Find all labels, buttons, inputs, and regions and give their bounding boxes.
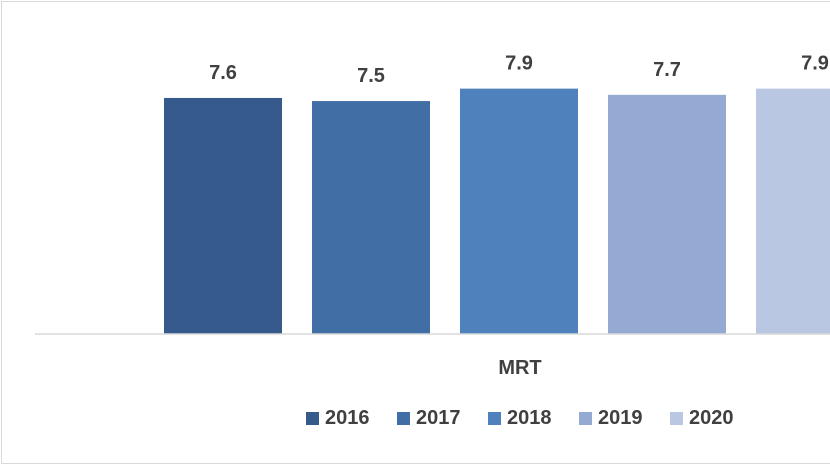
- legend-item-2017: 2017: [397, 407, 461, 429]
- legend: 2016 2017 2018 2019 2020: [306, 407, 734, 429]
- bar-2018: [460, 88, 578, 335]
- data-label-2018: 7.9: [505, 53, 533, 75]
- bar-2020: [756, 88, 830, 335]
- legend-swatch-2020: [670, 412, 683, 425]
- legend-label-2019: 2019: [598, 407, 643, 429]
- legend-label-2018: 2018: [507, 407, 552, 429]
- legend-swatch-2018: [488, 412, 501, 425]
- data-label-2016: 7.6: [209, 62, 237, 84]
- legend-item-2016: 2016: [306, 407, 370, 429]
- bar-2016: [164, 97, 282, 334]
- legend-swatch-2019: [579, 412, 592, 425]
- legend-label-2020: 2020: [689, 407, 734, 429]
- data-label-2020: 7.9: [801, 53, 829, 75]
- category-label-mrt: MRT: [498, 357, 541, 379]
- category-labels-group: MRT: [498, 357, 541, 379]
- bars-group: [164, 88, 830, 335]
- bar-2017: [312, 101, 430, 334]
- legend-label-2017: 2017: [416, 407, 461, 429]
- legend-swatch-2017: [397, 412, 410, 425]
- legend-label-2016: 2016: [325, 407, 370, 429]
- bar-2019: [608, 94, 726, 334]
- legend-item-2018: 2018: [488, 407, 552, 429]
- legend-swatch-2016: [306, 412, 319, 425]
- data-label-2017: 7.5: [357, 65, 385, 87]
- legend-item-2019: 2019: [579, 407, 643, 429]
- data-label-2019: 7.7: [653, 59, 681, 81]
- value-labels-group: 7.6 7.5 7.9 7.7 7.9: [209, 53, 829, 87]
- legend-item-2020: 2020: [670, 407, 734, 429]
